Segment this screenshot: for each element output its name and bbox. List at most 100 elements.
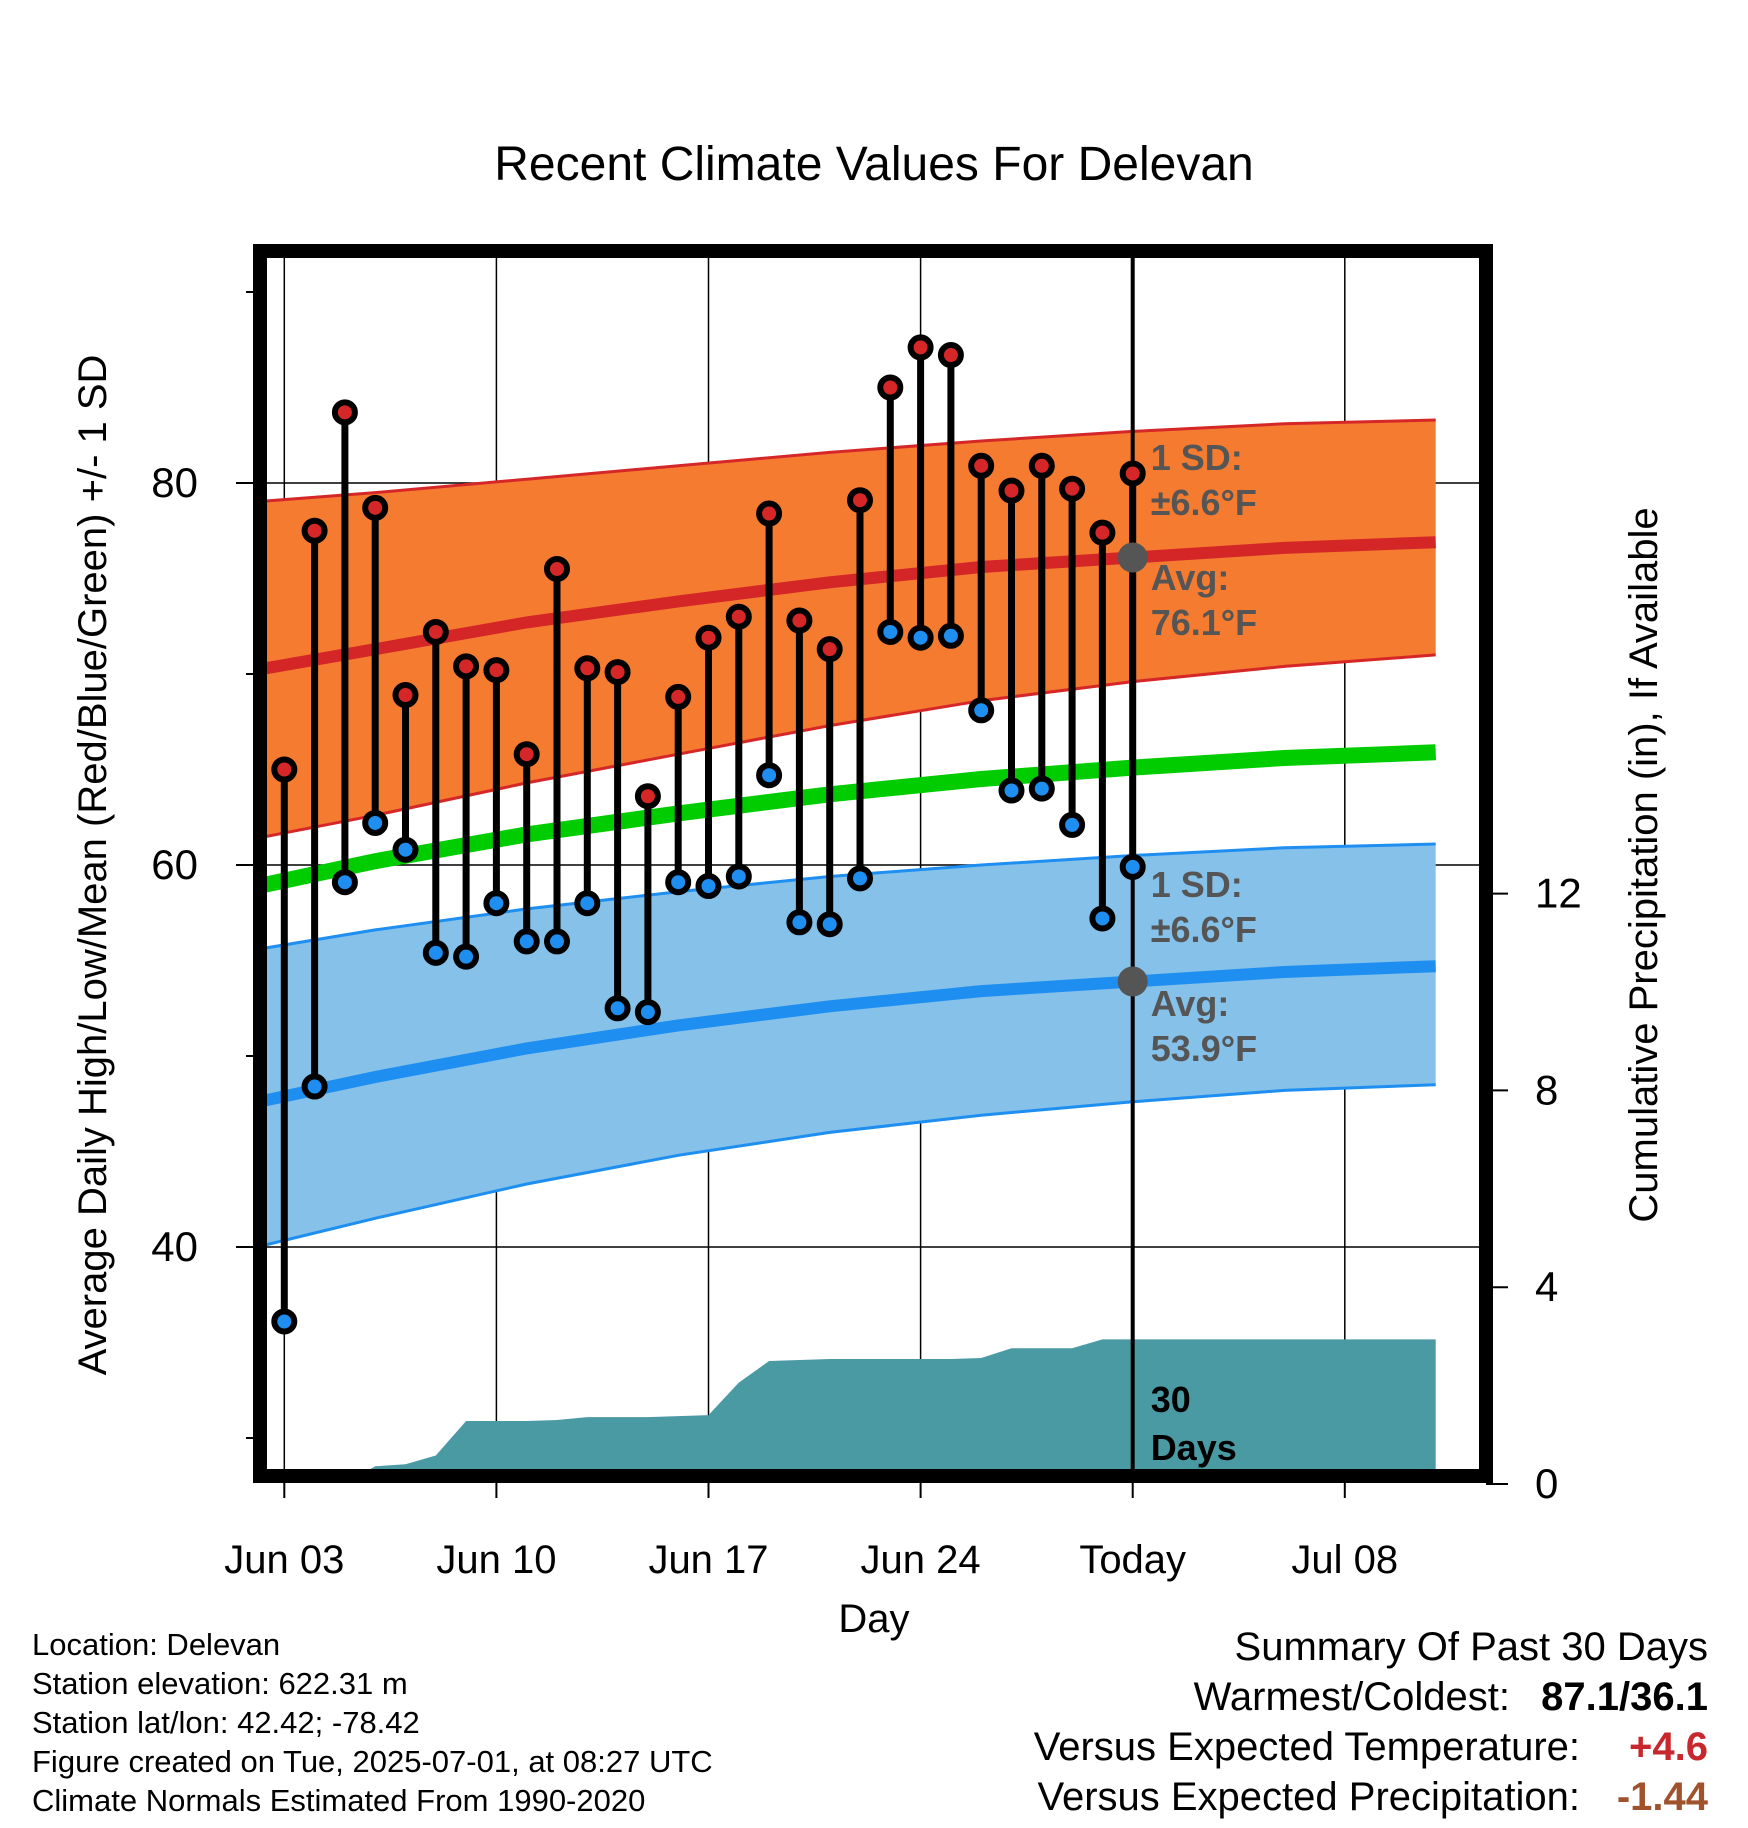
y-right-tick-label: 4 [1535, 1263, 1558, 1310]
high-point [1059, 475, 1086, 502]
chart-title: Recent Climate Values For Delevan [494, 138, 1253, 191]
high-point [937, 342, 964, 369]
x-tick-label: Today [1079, 1538, 1186, 1582]
high-point [816, 636, 843, 663]
high-point [786, 607, 813, 634]
low-point [725, 863, 752, 890]
low-point [331, 869, 358, 896]
high-point [331, 399, 358, 426]
latlon-text: Station lat/lon: 42.42; -78.42 [32, 1705, 420, 1740]
high-sd-value: ±6.6°F [1151, 482, 1257, 523]
low-point [634, 999, 661, 1026]
low-point [271, 1308, 298, 1335]
high-point [998, 477, 1025, 504]
low-point [422, 939, 449, 966]
high-point [453, 653, 480, 680]
low-sd-value: ±6.6°F [1151, 909, 1257, 950]
plot-area [266, 257, 1480, 1470]
days-word-label: Days [1151, 1427, 1237, 1468]
low-point [1059, 811, 1086, 838]
high-point [604, 659, 631, 686]
elevation-text: Station elevation: 622.31 m [32, 1666, 408, 1701]
low-point [998, 777, 1025, 804]
high-point [1089, 519, 1116, 546]
summary-temp-row: Versus Expected Temperature: +4.6 [1034, 1725, 1708, 1775]
y-left-tick-label: 40 [151, 1223, 198, 1270]
station-info: Location: Delevan Station elevation: 622… [32, 1625, 713, 1820]
y-axis-label-left: Average Daily High/Low/Mean (Red/Blue/Gr… [71, 355, 115, 1376]
low-sd-lower-line [266, 1083, 1436, 1247]
high-point [634, 783, 661, 810]
high-point [907, 334, 934, 361]
low-point [756, 762, 783, 789]
temp-label: Versus Expected Temperature: [1033, 1725, 1580, 1769]
high-point [271, 756, 298, 783]
high-point [756, 500, 783, 527]
low-point [392, 836, 419, 863]
low-point [877, 618, 904, 645]
low-avg-value: 53.9°F [1151, 1028, 1257, 1069]
prcp-value: -1.44 [1616, 1775, 1708, 1819]
high-point [544, 555, 570, 582]
precip-area [368, 1339, 1436, 1470]
low-normal-line [266, 960, 1436, 1107]
low-point [968, 697, 995, 724]
low-point [1028, 775, 1055, 802]
high-point [695, 624, 722, 651]
high-point [968, 452, 995, 479]
high-normal-line [266, 536, 1436, 675]
plot-frame [253, 244, 1493, 1483]
x-axis-label: Day [838, 1597, 909, 1641]
low-point [695, 873, 722, 900]
low-point [907, 624, 934, 651]
days-count-label: 30 [1151, 1379, 1191, 1420]
high-point [483, 657, 510, 684]
low-point [816, 911, 843, 938]
high-point [1028, 452, 1055, 479]
warmest-label: Warmest/Coldest: [1193, 1675, 1510, 1719]
y-axis-label-right: Cumulative Precipitation (in), If Availa… [1622, 507, 1666, 1222]
summary-heading: Summary Of Past 30 Days [1034, 1625, 1708, 1675]
summary-prcp-row: Versus Expected Precipitation: -1.44 [1034, 1775, 1708, 1825]
warmest-value: 87.1/36.1 [1541, 1675, 1708, 1719]
low-avg-label: Avg: [1151, 983, 1230, 1024]
low-point [362, 809, 389, 836]
high-sd-upper-line [266, 418, 1436, 503]
x-tick-label: Jun 24 [861, 1538, 981, 1582]
high-point [301, 517, 328, 544]
high-avg-value: 76.1°F [1151, 602, 1257, 643]
axes-layer [236, 244, 1508, 1498]
high-point [422, 618, 449, 645]
high-point [847, 487, 873, 514]
x-tick-label: Jul 08 [1291, 1538, 1398, 1582]
prcp-label: Versus Expected Precipitation: [1037, 1775, 1580, 1819]
high-point [362, 494, 389, 521]
x-tick-label: Jun 03 [224, 1538, 344, 1582]
high-point [392, 682, 419, 709]
y-right-tick-label: 0 [1535, 1460, 1558, 1507]
high-sd-label: 1 SD: [1151, 437, 1243, 478]
y-left-tick-label: 60 [151, 841, 198, 888]
today-high-normal-marker [1117, 542, 1148, 573]
high-point [574, 655, 601, 682]
low-point [847, 865, 873, 892]
high-point [1119, 460, 1146, 487]
y-left-tick-label: 80 [151, 459, 198, 506]
low-point [513, 928, 540, 955]
y-right-tick-label: 8 [1535, 1066, 1558, 1113]
high-point [513, 741, 540, 768]
low-point [453, 943, 480, 970]
high-point [725, 603, 752, 630]
low-point [937, 622, 964, 649]
x-tick-label: Jun 10 [436, 1538, 556, 1582]
low-point [544, 928, 570, 955]
high-avg-label: Avg: [1151, 557, 1230, 598]
normals-text: Climate Normals Estimated From 1990-2020 [32, 1783, 646, 1818]
created-text: Figure created on Tue, 2025-07-01, at 08… [32, 1744, 713, 1779]
summary-warmest-row: Warmest/Coldest: 87.1/36.1 [1034, 1675, 1708, 1725]
low-sd-label: 1 SD: [1151, 864, 1243, 905]
high-point [877, 374, 904, 401]
x-tick-label: Jun 17 [648, 1538, 768, 1582]
